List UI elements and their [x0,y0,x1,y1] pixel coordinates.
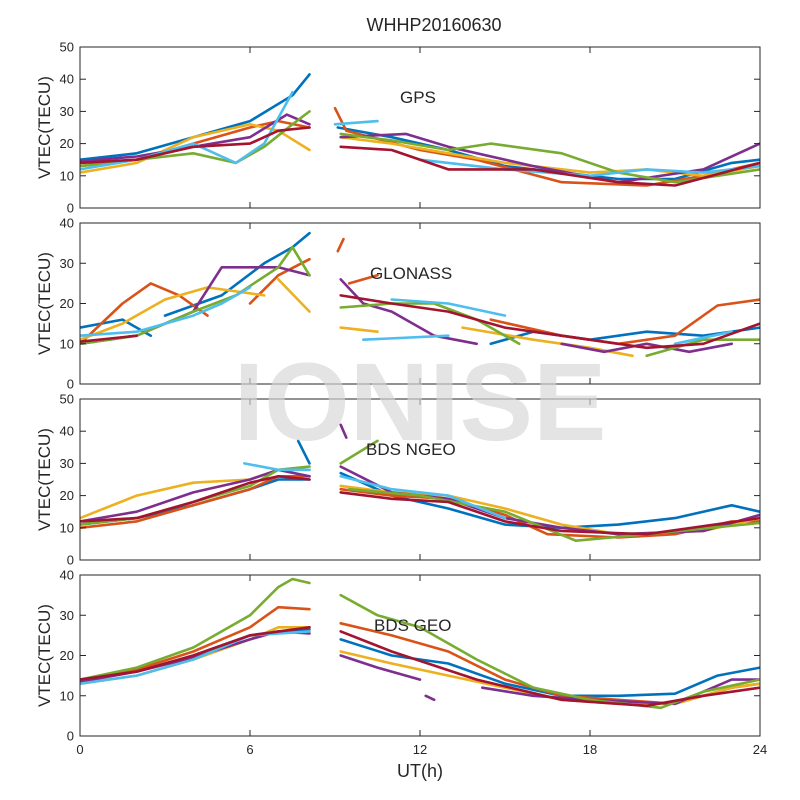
y-tick-label: 0 [67,729,74,744]
y-tick-label: 30 [60,104,74,119]
y-tick-label: 10 [60,520,74,535]
y-tick-label: 40 [60,72,74,87]
series-6-segment-2 [333,119,379,126]
series-4-segment-2 [339,132,760,184]
x-tick-label: 0 [76,742,83,757]
series-group [80,231,760,358]
y-tick-label: 20 [60,296,74,311]
panel-label: BDS GEO [374,616,451,635]
panel-label: GLONASS [370,264,452,283]
series-3-segment-2 [276,278,311,313]
y-axis-label: VTEC(TECU) [35,252,54,355]
panel-label: GPS [400,88,436,107]
series-group [80,577,760,710]
series-6-segment-1 [80,286,252,338]
y-tick-label: 20 [60,488,74,503]
series-5-segment-1 [80,577,311,681]
series-1-segment-2 [163,231,311,317]
series-7-segment-2 [339,145,760,187]
series-3-segment-1 [80,123,311,174]
series-1-segment-2 [296,439,311,465]
series-5-segment-2 [339,439,379,465]
series-7-segment-2 [339,630,760,708]
series-7-segment-2 [339,294,760,350]
x-tick-label: 6 [246,742,253,757]
y-tick-label: 0 [67,201,74,216]
y-tick-label: 20 [60,136,74,151]
y-axis-label: VTEC(TECU) [35,428,54,531]
panels: 0 10 20 30 40 50 VTEC(TECU) GPS 0 10 20 30 40 VTEC(TE… [35,40,767,758]
panel-2: 0 10 20 30 40 VTEC(TECU) GLONASS [35,216,761,392]
series-6-segment-1 [80,630,311,686]
y-tick-label: 10 [60,688,74,703]
series-2-segment-1 [80,605,311,681]
panel-4: 0 6 12 18 24 0 10 20 30 40 VTEC(TECU) BDS GEO [35,568,767,758]
series-4-segment-2 [339,423,348,439]
series-7-segment-1 [80,625,311,681]
y-axis-label: VTEC(TECU) [35,76,54,179]
series-1-segment-3 [489,326,760,346]
y-tick-label: 30 [60,256,74,271]
panel-label: BDS NGEO [366,440,456,459]
panel-3: 0 10 20 30 40 50 VTEC(TECU) BDS NGEO [35,392,761,568]
panel-1: 0 10 20 30 40 50 VTEC(TECU) GPS [35,40,761,216]
series-4-segment-2 [339,654,422,681]
watermark-text: IONISE [234,341,607,464]
series-7-segment-1 [80,334,138,344]
x-tick-label: 12 [413,742,427,757]
series-6-segment-4 [673,330,734,346]
series-6-segment-1 [243,462,311,472]
series-group [80,423,760,543]
series-2-segment-3 [336,237,345,253]
series-4-segment-3 [560,342,734,354]
series-7-segment-2 [339,491,760,536]
series-7-segment-1 [80,474,311,523]
y-tick-label: 30 [60,608,74,623]
x-tick-label: 24 [753,742,767,757]
series-4-segment-3 [424,694,436,702]
series-6-segment-2 [339,474,507,520]
series-2-segment-1 [80,282,209,346]
series-3-segment-3 [339,326,379,334]
series-1-segment-1 [80,73,311,161]
y-tick-label: 40 [60,568,74,583]
series-4-segment-2 [339,278,479,346]
series-2-segment-4 [347,273,379,285]
series-7-segment-1 [80,126,311,165]
y-tick-label: 10 [60,336,74,351]
series-6-segment-2 [361,334,450,342]
series-6-segment-3 [390,298,507,317]
series-3-segment-1 [80,286,266,342]
y-tick-label: 40 [60,424,74,439]
y-tick-label: 50 [60,40,74,55]
figure-title: WHHP20160630 [366,15,501,35]
y-tick-label: 40 [60,216,74,231]
series-5-segment-3 [645,338,760,358]
y-tick-label: 0 [67,553,74,568]
y-tick-label: 30 [60,456,74,471]
plot-area [80,47,760,208]
y-tick-label: 0 [67,377,74,392]
series-group [80,73,760,187]
series-4-segment-1 [80,113,311,163]
y-tick-label: 10 [60,168,74,183]
x-axis-label: UT(h) [397,761,443,781]
y-tick-label: 50 [60,392,74,407]
series-5-segment-2 [339,132,760,184]
series-6-segment-3 [418,158,760,178]
y-tick-label: 20 [60,648,74,663]
x-tick-label: 18 [583,742,597,757]
series-4-segment-4 [480,678,760,706]
y-axis-label: VTEC(TECU) [35,604,54,707]
